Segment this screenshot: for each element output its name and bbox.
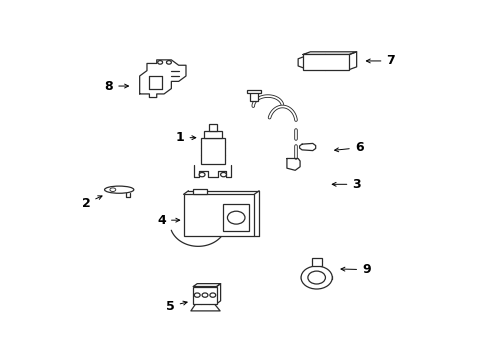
Bar — [247, 90, 261, 93]
Bar — [203, 131, 221, 138]
Bar — [250, 91, 258, 101]
Text: 7: 7 — [366, 54, 394, 67]
Text: 1: 1 — [175, 131, 195, 144]
Circle shape — [227, 211, 244, 224]
Bar — [193, 189, 206, 194]
Ellipse shape — [104, 186, 134, 193]
Text: 8: 8 — [104, 80, 128, 93]
Circle shape — [307, 271, 325, 284]
Circle shape — [202, 293, 207, 297]
Bar — [222, 204, 249, 231]
Bar — [183, 194, 254, 235]
Circle shape — [194, 293, 200, 297]
Text: 2: 2 — [81, 196, 102, 210]
Bar — [303, 54, 348, 69]
Text: 3: 3 — [331, 178, 360, 191]
Circle shape — [166, 60, 171, 64]
Circle shape — [158, 60, 162, 64]
Circle shape — [199, 172, 204, 177]
Circle shape — [301, 266, 331, 289]
Text: 4: 4 — [157, 214, 179, 227]
Bar — [208, 125, 216, 131]
Text: 6: 6 — [334, 141, 363, 154]
Circle shape — [220, 172, 226, 177]
Bar — [193, 287, 216, 304]
Text: 9: 9 — [340, 263, 370, 276]
Circle shape — [209, 293, 215, 297]
Bar — [200, 138, 224, 164]
Text: 5: 5 — [165, 300, 187, 313]
Bar — [311, 258, 321, 266]
Ellipse shape — [110, 188, 116, 192]
